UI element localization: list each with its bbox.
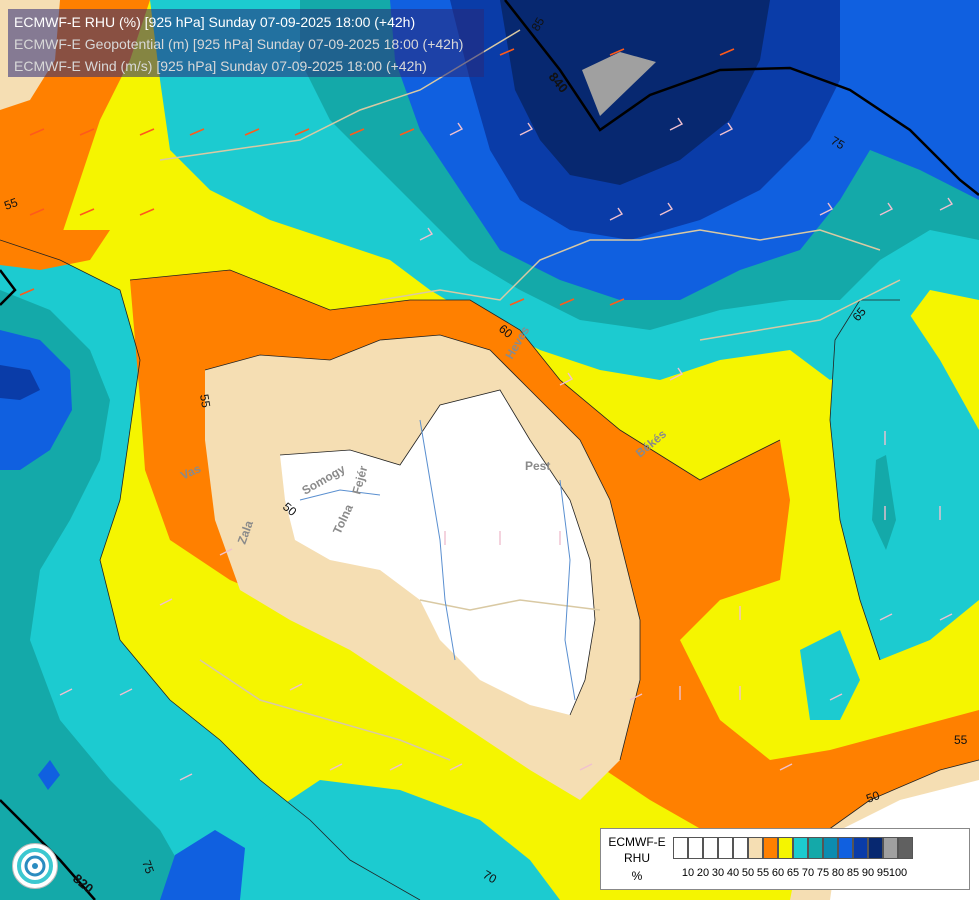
place-label-pest: Pest xyxy=(525,459,550,473)
legend-tick-label: 90 xyxy=(861,867,875,879)
legend-swatch xyxy=(688,837,703,859)
legend-model: ECMWF-E xyxy=(608,835,666,849)
legend-tick-label: 50 xyxy=(741,867,755,879)
legend-swatch xyxy=(898,837,913,859)
rhu-band-85-west xyxy=(0,365,40,400)
legend-swatch xyxy=(718,837,733,859)
rhu-band-50-central xyxy=(280,390,595,715)
provider-logo xyxy=(12,843,58,889)
rhu-band-80-speck xyxy=(38,760,60,790)
legend-swatch xyxy=(883,837,898,859)
legend-tick-label: 85 xyxy=(846,867,860,879)
rhu-band-70-south xyxy=(240,780,560,900)
geopotential-west-line xyxy=(0,269,17,306)
legend-swatch xyxy=(823,837,838,859)
legend-swatch xyxy=(778,837,793,859)
legend-tick-label: 75 xyxy=(816,867,830,879)
rhu-isolines xyxy=(0,239,979,900)
legend-swatch xyxy=(703,837,718,859)
rhu-legend: ECMWF-E RHU % 10 20 30 40 50 55 60 65 70 75 80 85 90… xyxy=(600,828,970,890)
isoline-label: 75 xyxy=(829,133,848,152)
legend-swatch xyxy=(853,837,868,859)
map-title-box: ECMWF-E RHU (%) [925 hPa] Sunday 07-09-2… xyxy=(8,9,484,77)
rhu-band-70-east xyxy=(830,300,979,660)
isoline-label: 70 xyxy=(481,867,500,886)
legend-swatch xyxy=(838,837,853,859)
rhu-band-90-north xyxy=(500,0,770,185)
isoline-label: 75 xyxy=(139,858,157,876)
title-geopotential: ECMWF-E Geopotential (m) [925 hPa] Sunda… xyxy=(14,36,464,52)
legend-tick-label: 70 xyxy=(801,867,815,879)
legend-tick-label: 10 xyxy=(681,867,695,879)
isoline-label: 85 xyxy=(528,15,547,34)
legend-swatch xyxy=(673,837,688,859)
legend-swatch xyxy=(808,837,823,859)
rhu-band-75-east xyxy=(872,455,896,550)
legend-tick-label: 100 xyxy=(888,867,908,879)
legend-tick-label: 95 xyxy=(876,867,890,879)
title-rhu: ECMWF-E RHU (%) [925 hPa] Sunday 07-09-2… xyxy=(14,14,416,30)
legend-variable: RHU xyxy=(624,851,650,865)
isoline-label: 50 xyxy=(864,788,882,806)
isoline-label: 55 xyxy=(197,393,213,409)
legend-tick-label: 20 xyxy=(696,867,710,879)
legend-tick-label: 80 xyxy=(831,867,845,879)
legend-unit: % xyxy=(631,869,643,883)
legend-swatch xyxy=(748,837,763,859)
legend-tick-label: 55 xyxy=(756,867,770,879)
legend-tick-label: 60 xyxy=(771,867,785,879)
swirl-icon xyxy=(17,848,53,884)
rhu-band-95-north xyxy=(582,52,656,116)
legend-tick-label: 40 xyxy=(726,867,740,879)
geopotential-840-line xyxy=(504,0,979,196)
legend-tick-label: 65 xyxy=(786,867,800,879)
wind-barbs xyxy=(59,117,954,781)
title-wind: ECMWF-E Wind (m/s) [925 hPa] Sunday 07-0… xyxy=(14,58,427,74)
rivers xyxy=(299,419,576,701)
legend-swatches xyxy=(673,837,913,859)
rhu-band-80-southwest xyxy=(160,830,245,900)
rhu-band-60-west-strip xyxy=(0,230,110,270)
legend-swatch xyxy=(793,837,808,859)
isoline-label: 55 xyxy=(2,195,20,213)
legend-swatch xyxy=(868,837,883,859)
legend-swatch xyxy=(733,837,748,859)
wind-barbs-strong xyxy=(19,48,735,306)
legend-tick-label: 30 xyxy=(711,867,725,879)
legend-swatch xyxy=(763,837,778,859)
rhu-band-70-southeast xyxy=(800,630,860,720)
rhu-band-80-west xyxy=(0,330,72,470)
isoline-label: 55 xyxy=(954,733,968,747)
